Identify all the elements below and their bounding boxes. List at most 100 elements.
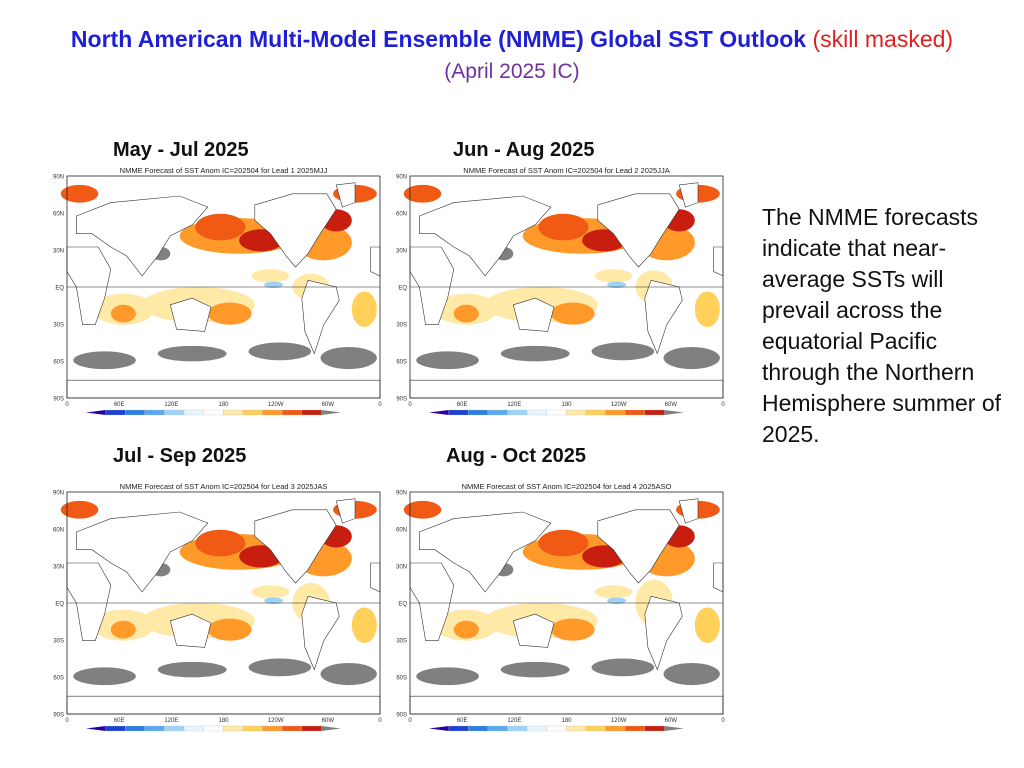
anomaly-kuroshio <box>538 213 589 241</box>
lon-label: 0 <box>721 718 725 724</box>
colorbar-segment <box>105 725 126 732</box>
colorbar-segment <box>203 725 224 732</box>
panel-title-3: Jul - Sep 2025 <box>113 445 247 467</box>
sst-map-2: NMME Forecast of SST Anom IC=202504 for … <box>385 166 725 416</box>
colorbar-segment <box>546 725 567 732</box>
anomaly-eq-east-pacific <box>251 585 290 599</box>
anomaly-indian-core <box>453 304 479 323</box>
lat-label: EQ <box>55 602 64 608</box>
lon-label: 180 <box>218 718 229 724</box>
land-africa-west <box>370 562 381 593</box>
land-africa-west <box>370 246 381 277</box>
lon-label: 120E <box>164 402 178 408</box>
lat-label: 90S <box>53 397 64 403</box>
anomaly-sw-pacific-core <box>550 302 595 325</box>
anomaly-south-atlantic <box>694 291 720 327</box>
title-main: North American Multi-Model Ensemble (NMM… <box>70 26 807 52</box>
sst-map-4: NMME Forecast of SST Anom IC=202504 for … <box>385 482 725 732</box>
panel-title-2: Jun - Aug 2025 <box>453 139 595 161</box>
lat-label: 90N <box>396 175 407 181</box>
land-north-america <box>597 193 680 268</box>
colorbar-segment <box>125 409 145 416</box>
anomaly-eq-east-pacific <box>251 269 290 283</box>
lat-label: 60N <box>396 212 407 218</box>
colorbar-segment <box>125 725 145 732</box>
colorbar-segment <box>164 725 185 732</box>
lon-label: 60E <box>457 402 468 408</box>
land-greenland <box>678 182 699 208</box>
colorbar-segment <box>223 409 244 416</box>
lat-label: 90N <box>53 175 64 181</box>
colorbar-segment <box>164 409 185 416</box>
map-title: NMME Forecast of SST Anom IC=202504 for … <box>120 166 328 175</box>
land-north-america <box>597 509 680 584</box>
lat-label: 30N <box>396 565 407 571</box>
anomaly-cool-eq-pacific <box>264 281 283 289</box>
land-antarctica <box>409 695 724 715</box>
colorbar-segment <box>282 409 302 416</box>
anomaly-arctic-west <box>60 184 99 203</box>
colorbar-segment <box>242 409 263 416</box>
colorbar-segment <box>585 409 606 416</box>
colorbar-segment <box>144 725 165 732</box>
colorbar-arrow-right <box>664 726 684 731</box>
lon-label: 0 <box>378 718 382 724</box>
lat-label: 30S <box>396 323 407 329</box>
lon-label: 120W <box>268 718 284 724</box>
page-title: North American Multi-Model Ensemble (NMM… <box>0 26 1024 53</box>
map-title: NMME Forecast of SST Anom IC=202504 for … <box>463 166 669 175</box>
colorbar-segment <box>507 409 528 416</box>
colorbar-arrow-right <box>321 410 341 415</box>
lat-label: 90S <box>396 713 407 719</box>
colorbar-segment <box>183 725 204 732</box>
colorbar-segment <box>203 409 224 416</box>
lon-label: 0 <box>65 718 69 724</box>
lat-label: 60S <box>53 676 64 682</box>
masked-so-indian <box>73 667 136 686</box>
colorbar-segment <box>262 725 283 732</box>
colorbar-arrow-left <box>86 410 106 415</box>
lat-label: 30S <box>53 323 64 329</box>
map-title: NMME Forecast of SST Anom IC=202504 for … <box>120 482 328 491</box>
lon-label: 60E <box>457 718 468 724</box>
colorbar-arrow-right <box>664 410 684 415</box>
lat-label: 30N <box>396 249 407 255</box>
masked-so-atlantic <box>320 662 377 686</box>
colorbar-arrow-left <box>86 726 106 731</box>
colorbar-segment <box>605 725 626 732</box>
anomaly-arctic-west <box>403 184 442 203</box>
land-greenland <box>335 182 356 208</box>
masked-so-pacific-w <box>500 345 570 362</box>
anomaly-arctic-west <box>403 500 442 519</box>
land-africa <box>66 246 112 325</box>
masked-so-atlantic <box>663 662 720 686</box>
land-africa <box>66 562 112 641</box>
anomaly-cool-eq-pacific <box>264 597 283 605</box>
masked-so-indian <box>416 351 479 370</box>
lon-label: 0 <box>408 402 412 408</box>
anomaly-cool-eq-pacific <box>607 281 626 289</box>
lat-label: 60N <box>53 212 64 218</box>
anomaly-indian-core <box>110 620 136 639</box>
colorbar-segment <box>183 409 204 416</box>
anomaly-eq-east-pacific <box>594 585 633 599</box>
masked-so-atlantic <box>663 346 720 370</box>
colorbar-arrow-left <box>429 410 449 415</box>
land-africa <box>409 246 455 325</box>
land-north-america <box>254 193 337 268</box>
masked-so-indian <box>416 667 479 686</box>
land-africa <box>409 562 455 641</box>
anomaly-indian-core <box>453 620 479 639</box>
anomaly-cool-eq-pacific <box>607 597 626 605</box>
land-africa-west <box>713 246 724 277</box>
lon-label: 180 <box>561 402 572 408</box>
lat-label: 60N <box>396 528 407 534</box>
land-australia <box>512 613 555 648</box>
colorbar-segment <box>301 409 322 416</box>
colorbar-segment <box>605 409 626 416</box>
lat-label: 30S <box>396 639 407 645</box>
land-antarctica <box>409 379 724 399</box>
colorbar-segment <box>448 725 469 732</box>
colorbar-segment <box>144 409 165 416</box>
lon-label: 120W <box>611 718 627 724</box>
